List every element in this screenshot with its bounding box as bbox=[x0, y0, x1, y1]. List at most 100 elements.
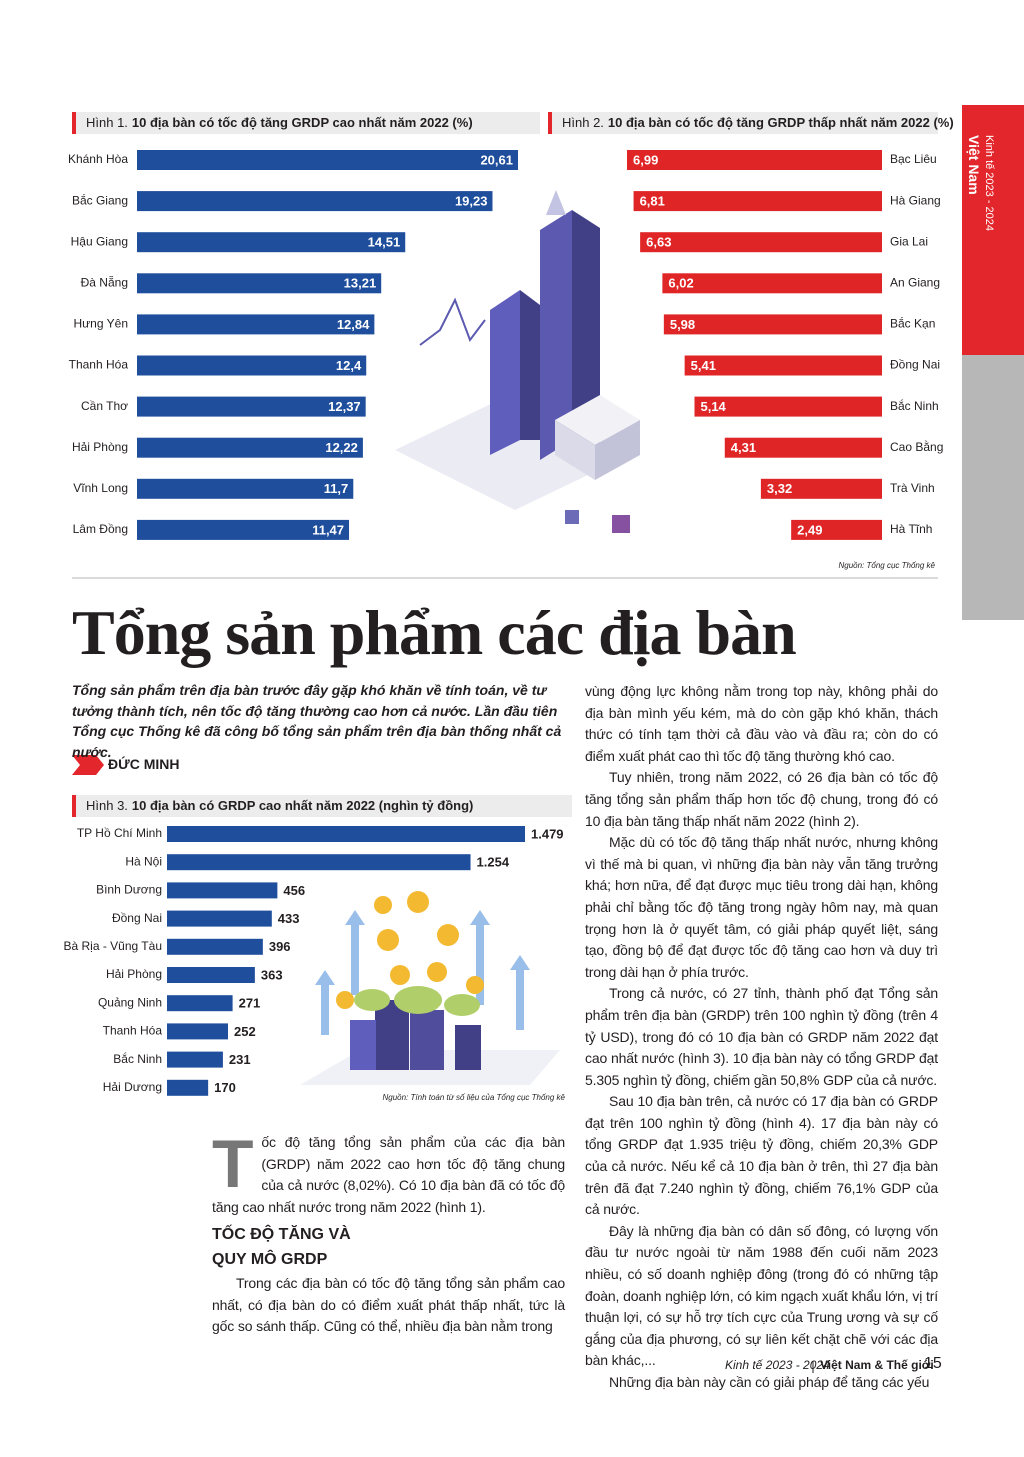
chart-title: Hình 3. 10 địa bàn có GRDP cao nhất năm 2… bbox=[86, 798, 473, 813]
category-label: Thanh Hóa bbox=[69, 358, 129, 372]
bar bbox=[137, 150, 518, 170]
title-bar bbox=[72, 112, 540, 134]
bar bbox=[167, 938, 263, 955]
intro-column: Tốc độ tăng tổng sản phẩm của các địa bà… bbox=[212, 1126, 565, 1218]
bar bbox=[167, 1051, 223, 1068]
category-label: Hà Tĩnh bbox=[890, 522, 932, 536]
paragraph: vùng động lực không nằm trong top này, k… bbox=[585, 683, 938, 764]
category-label: Trà Vinh bbox=[890, 481, 935, 495]
bar bbox=[137, 355, 367, 376]
value-label: 1.479 bbox=[531, 826, 564, 841]
sidebar-text: Kinh tế 2023 - 2024 Việt Nam bbox=[966, 135, 996, 231]
category-label: Đồng Nai bbox=[890, 358, 940, 372]
bar bbox=[137, 396, 366, 417]
bar bbox=[167, 1079, 209, 1096]
lead: Tổng sản phẩm trên địa bàn trước đây gặp… bbox=[72, 682, 562, 760]
footer-publication: Việt Nam & Thế giới bbox=[820, 1358, 934, 1372]
author: ĐỨC MINH bbox=[108, 756, 180, 772]
source: Nguồn: Tính toán từ số liệu của Tổng cục… bbox=[382, 1093, 565, 1102]
bar bbox=[724, 437, 882, 458]
category-label: Khánh Hòa bbox=[68, 152, 128, 166]
sidebar-edition: Kinh tế 2023 - 2024 bbox=[983, 135, 995, 232]
sidebar-tab-gray bbox=[962, 355, 1024, 620]
value-label: 6,99 bbox=[633, 152, 658, 167]
category-label: Bình Dương bbox=[96, 883, 162, 897]
bar bbox=[662, 273, 882, 294]
value-label: 12,4 bbox=[336, 358, 362, 373]
illustration-city bbox=[395, 190, 640, 533]
bar bbox=[167, 910, 272, 927]
bar bbox=[694, 396, 882, 417]
figure-label: Hình 3. bbox=[86, 798, 128, 813]
left-column: Trong các địa bàn có tốc độ tăng tổng sả… bbox=[212, 1273, 565, 1338]
bar bbox=[167, 1023, 228, 1040]
category-label: Hà Nội bbox=[125, 854, 162, 868]
value-label: 363 bbox=[261, 967, 283, 982]
category-label: Lâm Đồng bbox=[73, 522, 128, 536]
value-label: 6,63 bbox=[646, 235, 671, 250]
bar bbox=[137, 437, 363, 458]
footer-edition: Kinh tế 2023 - 2024 bbox=[725, 1358, 830, 1372]
right-column: vùng động lực không nằm trong top này, k… bbox=[585, 681, 938, 1394]
value-label: 11,7 bbox=[324, 481, 349, 496]
category-label: An Giang bbox=[890, 275, 940, 289]
bar bbox=[760, 478, 882, 499]
page-number: 15 bbox=[924, 1355, 942, 1372]
value-label: 433 bbox=[278, 911, 300, 926]
value-label: 396 bbox=[269, 939, 291, 954]
value-label: 252 bbox=[234, 1024, 256, 1039]
sidebar-tab bbox=[962, 105, 1024, 355]
category-label: Hải Dương bbox=[103, 1080, 162, 1094]
bar bbox=[137, 273, 382, 294]
category-label: Bắc Ninh bbox=[113, 1051, 162, 1066]
category-label: Quảng Ninh bbox=[98, 995, 162, 1009]
value-label: 20,61 bbox=[480, 152, 513, 167]
bar bbox=[791, 519, 882, 540]
paragraph: Trong các địa bàn có tốc độ tăng tổng sả… bbox=[212, 1275, 565, 1335]
category-label: Hải Phòng bbox=[72, 440, 128, 454]
value-label: 170 bbox=[214, 1080, 236, 1095]
headline: Tổng sản phẩm các địa bàn bbox=[72, 597, 797, 668]
category-label: TP Hồ Chí Minh bbox=[77, 826, 162, 840]
paragraph: Mặc dù có tốc độ tăng thấp nhất nước, nh… bbox=[585, 834, 938, 980]
bar bbox=[627, 150, 882, 170]
paragraph: Sau 10 địa bàn trên, cả nước có 17 địa b… bbox=[585, 1093, 938, 1218]
value-label: 6,02 bbox=[668, 276, 693, 291]
title-text: 10 địa bàn có tốc độ tăng GRDP thấp nhất… bbox=[608, 115, 954, 130]
sidebar-country: Việt Nam bbox=[966, 135, 982, 195]
value-label: 3,32 bbox=[767, 481, 792, 496]
bar bbox=[167, 826, 525, 842]
paragraph: Trong cả nước, có 27 tỉnh, thành phố đạt… bbox=[585, 985, 938, 1088]
value-label: 13,21 bbox=[344, 276, 377, 291]
title-text: 10 địa bàn có tốc độ tăng GRDP cao nhất … bbox=[132, 115, 473, 130]
category-label: Bắc Giang bbox=[72, 192, 128, 207]
category-label: Đà Nẵng bbox=[81, 274, 128, 289]
figure-label: Hình 2. bbox=[562, 115, 604, 130]
value-label: 5,98 bbox=[670, 317, 695, 332]
category-label: Đồng Nai bbox=[112, 911, 162, 925]
category-label: Thanh Hóa bbox=[103, 1024, 163, 1038]
value-label: 2,49 bbox=[797, 522, 822, 537]
chart-title: Hình 2. 10 địa bàn có tốc độ tăng GRDP th… bbox=[562, 115, 954, 130]
section-heading: TỐC ĐỘ TĂNG VÀ QUY MÔ GRDP bbox=[212, 1226, 351, 1268]
bar bbox=[137, 314, 375, 335]
title-stripe bbox=[72, 795, 76, 817]
bar bbox=[137, 478, 354, 499]
category-label: Vĩnh Long bbox=[73, 481, 128, 495]
category-label: Hưng Yên bbox=[73, 317, 128, 331]
title-stripe bbox=[548, 112, 552, 134]
illustration-growth bbox=[300, 891, 560, 1085]
bar bbox=[640, 232, 882, 253]
bar bbox=[633, 191, 882, 212]
category-label: Gia Lai bbox=[890, 234, 928, 248]
value-label: 231 bbox=[229, 1052, 251, 1067]
value-label: 4,31 bbox=[731, 440, 756, 455]
bar bbox=[167, 967, 255, 983]
bar bbox=[137, 232, 406, 253]
figure-label: Hình 1. bbox=[86, 115, 128, 130]
bar bbox=[167, 995, 233, 1012]
bar bbox=[684, 355, 882, 376]
value-label: 5,14 bbox=[700, 399, 726, 414]
